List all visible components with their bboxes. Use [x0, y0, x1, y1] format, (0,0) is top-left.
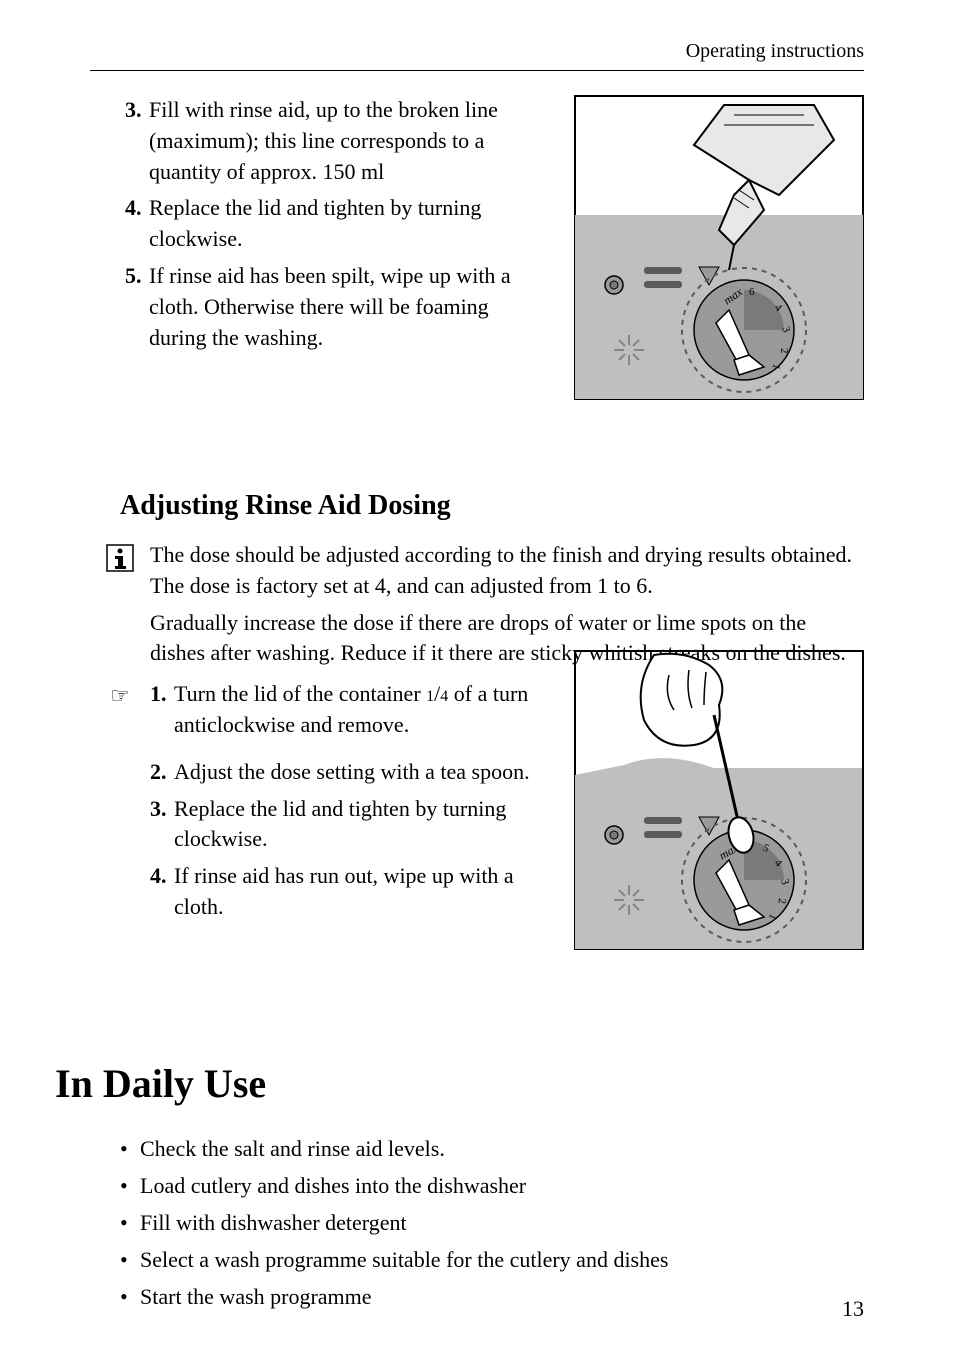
- list-item: 3. Replace the lid and tighten by turnin…: [150, 794, 575, 856]
- section-heading: Adjusting Rinse Aid Dosing: [120, 490, 864, 522]
- running-header: Operating instructions: [686, 40, 864, 63]
- top-numbered-list: 3. Fill with rinse aid, up to the broken…: [125, 95, 550, 353]
- list-text: If rinse aid has run out, wipe up with a…: [174, 861, 575, 923]
- svg-text:6: 6: [749, 286, 755, 298]
- bullet-dot: •: [120, 1280, 140, 1313]
- list-number: 4.: [150, 861, 174, 923]
- bullet-text: Select a wash programme suitable for the…: [140, 1243, 668, 1276]
- adjust-list: 2. Adjust the dose setting with a tea sp…: [150, 757, 575, 923]
- bullet-dot: •: [120, 1132, 140, 1165]
- list-number: 3.: [150, 794, 174, 856]
- rinse-aid-adjust-diagram: max 5 4 3 2 1: [574, 650, 864, 950]
- list-text: Replace the lid and tighten by turning c…: [149, 193, 550, 255]
- list-text: If rinse aid has been spilt, wipe up wit…: [149, 261, 550, 353]
- list-number: 2.: [150, 757, 174, 788]
- bullet-dot: •: [120, 1206, 140, 1239]
- list-item: 2. Adjust the dose setting with a tea sp…: [150, 757, 575, 788]
- info-para-1: The dose should be adjusted according to…: [150, 540, 864, 602]
- list-number: 4.: [125, 193, 149, 255]
- bullet-item: •Fill with dishwasher detergent: [120, 1206, 864, 1239]
- list-number: 5.: [125, 261, 149, 353]
- list-item: 4. Replace the lid and tighten by turnin…: [125, 193, 550, 255]
- bullet-dot: •: [120, 1243, 140, 1276]
- list-text: Adjust the dose setting with a tea spoon…: [174, 757, 575, 788]
- list-number: 3.: [125, 95, 149, 187]
- page-number: 13: [842, 1296, 864, 1322]
- bullet-text: Fill with dishwasher detergent: [140, 1206, 407, 1239]
- hand-pointer-icon: ☞: [90, 679, 150, 747]
- list-item: 1. Turn the lid of the container 1/4 of …: [150, 679, 550, 741]
- rinse-aid-fill-diagram: max 6 4 3 2 1: [574, 95, 864, 400]
- bullet-item: •Start the wash programme: [120, 1280, 864, 1313]
- svg-text:2: 2: [778, 348, 790, 354]
- bullet-item: •Load cutlery and dishes into the dishwa…: [120, 1169, 864, 1202]
- svg-text:2: 2: [776, 898, 788, 905]
- bullet-text: Start the wash programme: [140, 1280, 372, 1313]
- info-icon: [90, 540, 150, 669]
- list-text: Turn the lid of the container 1/4 of a t…: [174, 679, 550, 741]
- list-item: 5. If rinse aid has been spilt, wipe up …: [125, 261, 550, 353]
- list-text: Fill with rinse aid, up to the broken li…: [149, 95, 550, 187]
- header-rule: [90, 70, 864, 71]
- bullet-item: •Select a wash programme suitable for th…: [120, 1243, 864, 1276]
- bullet-item: •Check the salt and rinse aid levels.: [120, 1132, 864, 1165]
- list-item: 3. Fill with rinse aid, up to the broken…: [125, 95, 550, 187]
- daily-use-section: In Daily Use •Check the salt and rinse a…: [90, 1000, 864, 1317]
- bullet-list: •Check the salt and rinse aid levels. •L…: [120, 1132, 864, 1313]
- bullet-text: Load cutlery and dishes into the dishwas…: [140, 1169, 526, 1202]
- bullet-text: Check the salt and rinse aid levels.: [140, 1132, 445, 1165]
- bullet-dot: •: [120, 1169, 140, 1202]
- list-text: Replace the lid and tighten by turning c…: [174, 794, 575, 856]
- list-item: 4. If rinse aid has run out, wipe up wit…: [150, 861, 575, 923]
- list-number: 1.: [150, 679, 174, 741]
- main-heading: In Daily Use: [55, 1060, 864, 1107]
